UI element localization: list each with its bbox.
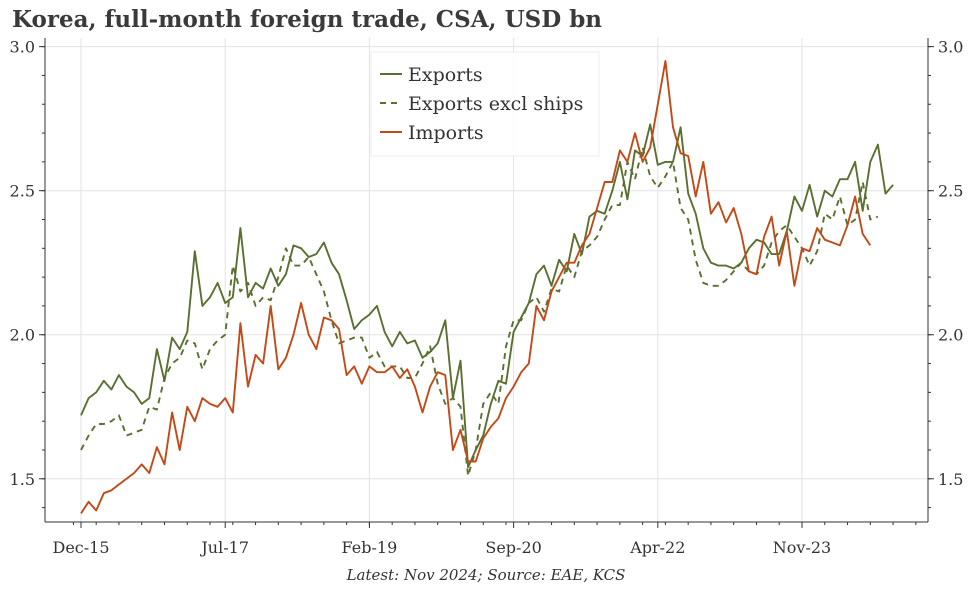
x-tick-label: Jul-17 [199,538,249,557]
series-lines [80,60,894,514]
y-tick-label-right: 1.5 [938,470,963,489]
source-footnote: Latest: Nov 2024; Source: EAE, KCS [346,566,626,584]
axes: 1.5 1.5 2.0 2.0 2.5 2.5 3.0 3.0 Dec-15 Jul-17 Feb-… [10,38,964,557]
legend-box [370,51,600,157]
x-tick-label: Sep-20 [485,538,541,557]
x-tick-label: Nov-23 [773,538,831,557]
legend: Exports Exports excl ships Imports [370,51,600,157]
x-tick-label: Feb-19 [342,538,398,557]
y-tick-label-right: 3.0 [938,38,963,57]
y-tick-label-left: 1.5 [10,470,35,489]
series-line-exports [80,123,894,469]
y-tick-label-right: 2.0 [938,326,963,345]
series-line-exports-excl-ships [80,146,879,477]
y-tick-label-left: 3.0 [10,38,35,57]
y-tick-label-right: 2.5 [938,182,963,201]
x-tick-label: Apr-22 [629,538,685,557]
legend-label-imports: Imports [408,122,484,144]
x-tick-label: Dec-15 [52,538,109,557]
y-tick-label-left: 2.0 [10,326,35,345]
legend-label-exports-excl-ships: Exports excl ships [408,93,583,115]
chart-title: Korea, full-month foreign trade, CSA, US… [12,6,602,33]
series-line-imports [80,60,872,514]
legend-label-exports: Exports [408,64,483,86]
y-tick-label-left: 2.5 [10,182,35,201]
